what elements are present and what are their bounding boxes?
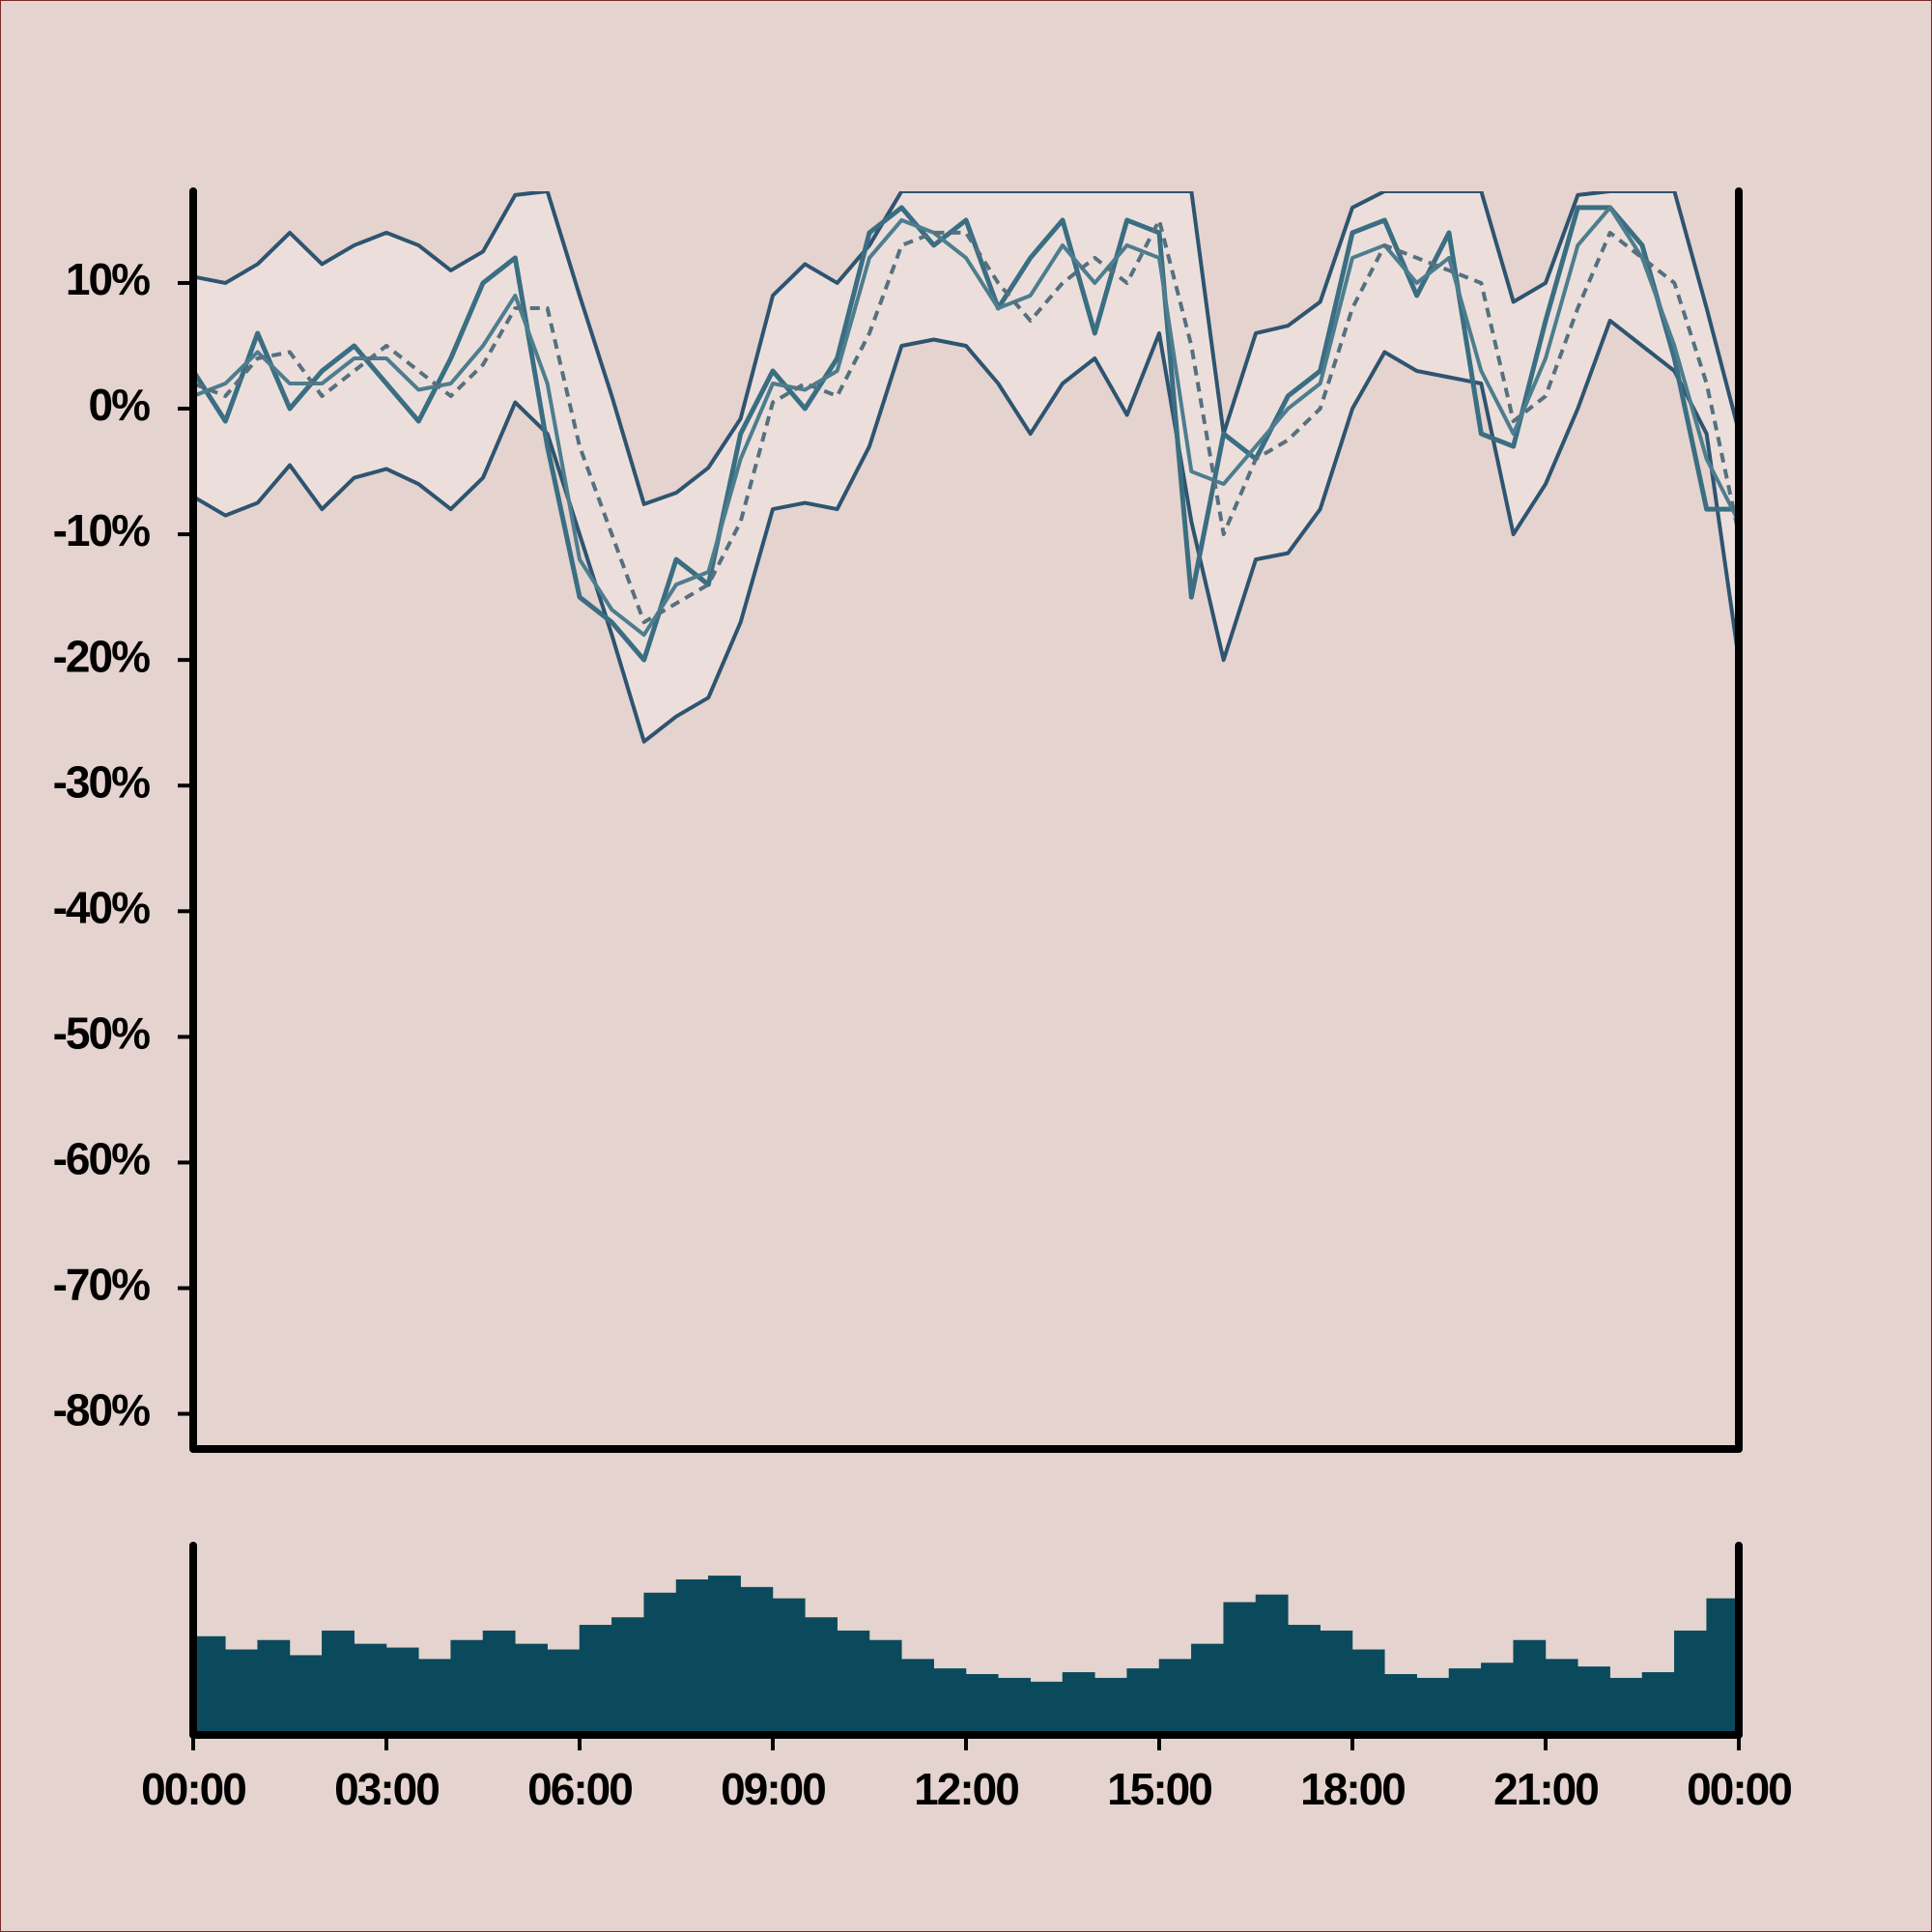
volume-bar — [901, 1659, 934, 1736]
volume-bar — [1448, 1668, 1482, 1736]
volume-bar — [611, 1617, 644, 1736]
volume-bar — [1384, 1674, 1417, 1736]
volume-bar — [1609, 1677, 1643, 1736]
y-tick-label: -80% — [53, 1385, 150, 1435]
line — [193, 217, 1739, 625]
volume-bar — [515, 1643, 548, 1736]
line — [193, 191, 1739, 506]
volume-bar — [965, 1674, 999, 1736]
volume-bar — [257, 1639, 291, 1736]
line — [193, 205, 1739, 663]
volume-bar — [192, 1635, 226, 1736]
x-tick-label: 15:00 — [1107, 1764, 1211, 1814]
volume-bar — [805, 1617, 838, 1736]
volume-bar — [772, 1598, 806, 1736]
volume-bar — [289, 1655, 323, 1736]
y-tick-label: -40% — [53, 882, 150, 932]
volume-bar — [579, 1625, 612, 1736]
x-tick-label: 12:00 — [914, 1764, 1018, 1814]
volume-bar — [1320, 1630, 1353, 1736]
volume-bar — [1288, 1625, 1321, 1736]
volume-bar — [1255, 1594, 1289, 1736]
volume-bar — [225, 1649, 258, 1736]
volume-bar — [1706, 1598, 1740, 1736]
volume-bar — [1223, 1602, 1257, 1736]
volume-bar — [1481, 1662, 1514, 1736]
y-tick-label: 0% — [89, 380, 151, 430]
volume-bar — [868, 1639, 902, 1736]
volume-bar — [1094, 1677, 1127, 1736]
volume-bar — [385, 1647, 419, 1736]
y-tick-label: -10% — [53, 505, 150, 555]
volume-bar — [1513, 1639, 1547, 1736]
y-tick-label: -20% — [53, 631, 150, 681]
line — [193, 318, 1739, 744]
volume-bar — [1416, 1677, 1450, 1736]
x-tick-label: 21:00 — [1493, 1764, 1598, 1814]
volume-bar — [418, 1659, 451, 1736]
x-tick-label: 03:00 — [334, 1764, 439, 1814]
volume-bar — [998, 1677, 1031, 1736]
x-tick-label: 00:00 — [141, 1764, 245, 1814]
y-tick-label: 10% — [66, 254, 150, 304]
volume-bar — [643, 1592, 677, 1736]
volume-bar — [547, 1649, 581, 1736]
y-tick-label: -70% — [53, 1260, 150, 1310]
volume-bar — [837, 1630, 870, 1736]
volume-bar — [675, 1579, 709, 1736]
volume-bar — [322, 1630, 355, 1736]
band-fill — [193, 191, 1739, 742]
volume-bar — [1577, 1666, 1610, 1736]
volume-bar — [1062, 1672, 1095, 1736]
volume-bar — [1191, 1643, 1224, 1736]
volume-bar — [1545, 1659, 1578, 1736]
volume-bar — [354, 1643, 387, 1736]
volume-bar — [1674, 1630, 1707, 1736]
axis-frame — [189, 187, 1743, 1453]
y-tick-label: -50% — [53, 1009, 150, 1059]
x-tick-label: 18:00 — [1300, 1764, 1405, 1814]
y-tick-label: -30% — [53, 756, 150, 807]
volume-bar — [1030, 1681, 1064, 1736]
volume-bar — [1351, 1649, 1385, 1736]
volume-bar — [450, 1639, 484, 1736]
plot-area — [193, 191, 1739, 744]
volume-bar — [740, 1586, 774, 1736]
volume-bar — [708, 1576, 741, 1736]
volume-bar — [1641, 1672, 1675, 1736]
volume-bar — [1126, 1668, 1160, 1736]
volume-bar — [482, 1630, 516, 1736]
x-tick-label: 00:00 — [1687, 1764, 1791, 1814]
volume-bar — [1158, 1659, 1192, 1736]
volume-bar — [933, 1668, 967, 1736]
axis-frame — [189, 1542, 1743, 1739]
line — [193, 205, 1739, 638]
x-tick-label: 06:00 — [527, 1764, 632, 1814]
x-tick-label: 09:00 — [721, 1764, 825, 1814]
y-tick-label: -60% — [53, 1134, 150, 1184]
